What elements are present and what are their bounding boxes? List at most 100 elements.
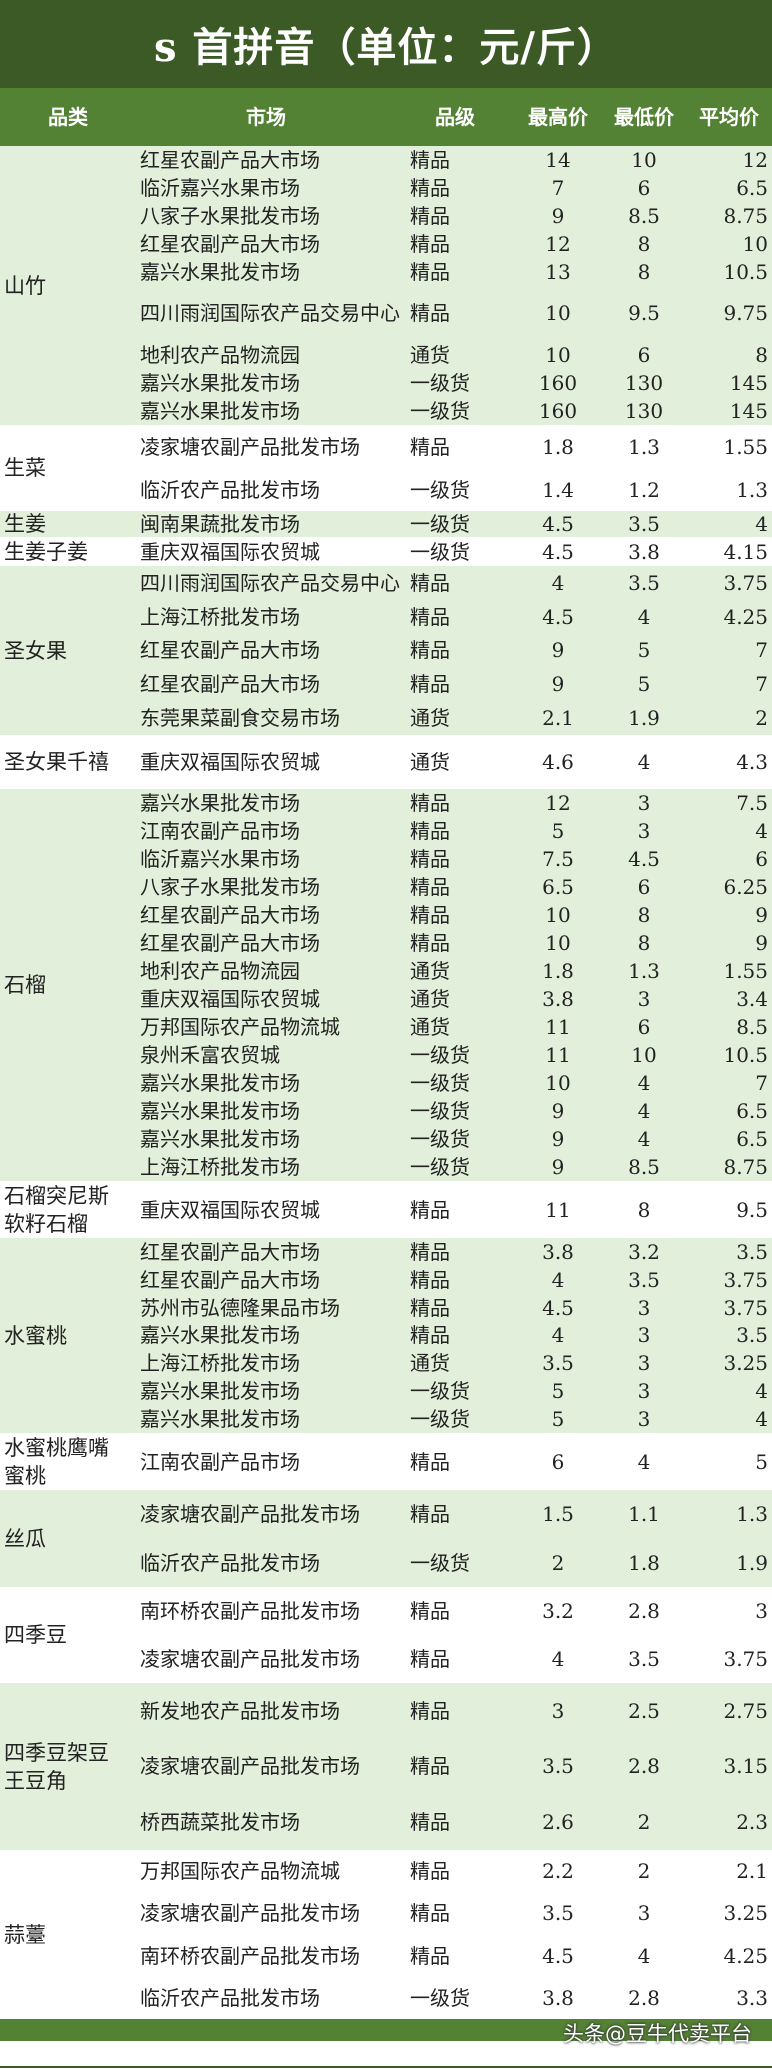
max-price-cell: 11 [545, 1043, 571, 1067]
market-cell: 上海江桥批发市场 [140, 604, 300, 629]
category-group: 石榴 嘉兴水果批发市场 精品 12 3 7.5 江南农副产品市场 精品 5 3 4 临沂嘉兴水果市场精… [0, 789, 772, 1181]
max-price-cell: 13 [545, 259, 571, 284]
min-price-cell: 8 [637, 931, 651, 955]
table-row: 临沂嘉兴水果市场 精品 7 6 6.5 [0, 174, 772, 202]
table-row: 江南农副产品市场 精品 5 3 4 [0, 817, 772, 845]
min-price-cell: 10 [631, 147, 657, 172]
table-row: 红星农副产品大市场 精品 10 8 9 [0, 929, 772, 957]
avg-price-cell: 8.75 [723, 203, 768, 228]
min-price-cell: 4 [637, 1099, 651, 1123]
market-cell: 嘉兴水果批发市场 [140, 1406, 300, 1431]
grade-cell: 精品 [410, 570, 450, 595]
grade-cell: 精品 [410, 1502, 450, 1527]
avg-price-cell: 3.25 [723, 1351, 768, 1376]
min-price-cell: 4 [637, 750, 651, 774]
min-price-cell: 3 [637, 1379, 651, 1404]
grade-cell: 通货 [410, 1351, 450, 1376]
avg-price-cell: 3.75 [723, 1267, 768, 1292]
max-price-cell: 4.5 [542, 512, 574, 536]
min-price-cell: 3 [637, 791, 651, 815]
min-price-cell: 8.5 [628, 1155, 660, 1179]
market-cell: 江南农副产品市场 [140, 819, 300, 843]
category-group: 生姜 闽南果蔬批发市场 一级货 4.5 3.5 4 [0, 511, 772, 537]
max-price-cell: 4.6 [542, 750, 574, 774]
grade-cell: 精品 [410, 791, 450, 815]
table-row: 嘉兴水果批发市场 精品 12 3 7.5 [0, 789, 772, 817]
min-price-cell: 4 [637, 604, 651, 629]
market-cell: 凌家塘农副产品批发市场 [140, 434, 360, 459]
grade-cell: 精品 [410, 1943, 450, 1968]
table-row: 临沂农产品批发市场 一级货 3.8 2.8 3.3 [0, 1977, 772, 2019]
grade-cell: 一级货 [410, 1099, 470, 1123]
max-price-cell: 2 [551, 1550, 565, 1575]
table-row: 上海江桥批发市场 一级货 9 8.5 8.75 [0, 1153, 772, 1181]
avg-price-cell: 3.5 [736, 1323, 768, 1348]
category-group: 水蜜桃 红星农副产品大市场 精品 3.8 3.2 3.5 红星农副产品大市场 精品 4 3.5 3.… [0, 1238, 772, 1433]
grade-cell: 精品 [410, 903, 450, 927]
column-header-max-price: 最高价 [528, 105, 588, 129]
market-cell: 南环桥农副产品批发市场 [140, 1943, 360, 1968]
max-price-cell: 4.5 [542, 1295, 574, 1320]
grade-cell: 精品 [410, 1810, 450, 1835]
avg-price-cell: 10.5 [723, 259, 768, 284]
max-price-cell: 4.5 [542, 539, 574, 564]
table-row: 嘉兴水果批发市场 一级货 5 3 4 [0, 1405, 772, 1433]
grade-cell: 一级货 [410, 1155, 470, 1179]
category-cell: 圣女果千禧 [4, 750, 109, 774]
category-group: 四季豆 南环桥农副产品批发市场 精品 3.2 2.8 3 凌家塘农副产品批发市场 精品 4 3.5… [0, 1587, 772, 1683]
grade-cell: 精品 [410, 931, 450, 955]
market-cell: 新发地农产品批发市场 [140, 1698, 340, 1723]
max-price-cell: 5 [551, 819, 565, 843]
max-price-cell: 7.5 [542, 847, 574, 871]
table-row: 东莞果菜副食交易市场 通货 2.1 1.9 2 [0, 701, 772, 735]
grade-cell: 一级货 [410, 371, 470, 396]
max-price-cell: 10 [545, 903, 571, 927]
max-price-cell: 1.5 [542, 1502, 574, 1527]
avg-price-cell: 9 [755, 903, 768, 927]
market-cell: 江南农副产品市场 [140, 1449, 300, 1474]
category-cell: 生姜 [4, 512, 46, 536]
max-price-cell: 10 [545, 343, 571, 368]
grade-cell: 精品 [410, 259, 450, 284]
min-price-cell: 6 [637, 175, 651, 200]
avg-price-cell: 10.5 [723, 1043, 768, 1067]
table-row: 上海江桥批发市场 精品 4.5 4 4.25 [0, 600, 772, 634]
max-price-cell: 160 [538, 398, 578, 423]
avg-price-cell: 1.55 [723, 434, 768, 459]
category-cell: 圣女果 [4, 638, 67, 663]
table-row: 临沂农产品批发市场 一级货 2 1.8 1.9 [0, 1539, 772, 1588]
max-price-cell: 1.8 [542, 959, 574, 983]
grade-cell: 精品 [410, 434, 450, 459]
category-group: 四季豆架豆王豆角 新发地农产品批发市场 精品 3 2.5 2.75 凌家塘农副产品批发市场精… [0, 1683, 772, 1850]
grade-cell: 精品 [410, 819, 450, 843]
min-price-cell: 2 [637, 1859, 651, 1884]
min-price-cell: 3.2 [628, 1239, 660, 1264]
min-price-cell: 3.5 [628, 1647, 660, 1671]
max-price-cell: 9 [551, 1099, 565, 1123]
min-price-cell: 8.5 [628, 203, 660, 228]
table-row: 凌家塘农副产品批发市场 精品 1.8 1.3 1.55 [0, 425, 772, 468]
table-row: 上海江桥批发市场 通货 3.5 3 3.25 [0, 1349, 772, 1377]
market-cell: 临沂农产品批发市场 [140, 1550, 320, 1575]
avg-price-cell: 145 [729, 371, 768, 396]
grade-cell: 通货 [410, 1015, 450, 1039]
avg-price-cell: 3.5 [736, 1239, 768, 1264]
table-row: 临沂嘉兴水果市场 精品 7.5 4.5 6 [0, 845, 772, 873]
market-cell: 万邦国际农产品物流城 [140, 1015, 340, 1039]
market-cell: 红星农副产品大市场 [140, 1239, 320, 1264]
table-row: 凌家塘农副产品批发市场 精品 3.5 2.8 3.15 [0, 1739, 772, 1795]
category-group: 丝瓜 凌家塘农副产品批发市场 精品 1.5 1.1 1.3 临沂农产品批发市场 一级货 2 1.8… [0, 1490, 772, 1587]
market-cell: 红星农副产品大市场 [140, 672, 320, 697]
category-cell: 山竹 [4, 273, 46, 298]
market-cell: 八家子水果批发市场 [140, 875, 320, 899]
table-row: 八家子水果批发市场 精品 6.5 6 6.25 [0, 873, 772, 901]
table-row: 南环桥农副产品批发市场 精品 4.5 4 4.25 [0, 1935, 772, 1977]
max-price-cell: 2.1 [542, 706, 574, 731]
table-row: 凌家塘农副产品批发市场 精品 3.5 3 3.25 [0, 1892, 772, 1934]
grade-cell: 精品 [410, 231, 450, 256]
market-cell: 东莞果菜副食交易市场 [140, 706, 340, 731]
market-cell: 闽南果蔬批发市场 [140, 512, 300, 536]
grade-cell: 精品 [410, 1449, 450, 1474]
min-price-cell: 130 [624, 398, 664, 423]
min-price-cell: 5 [637, 672, 651, 697]
